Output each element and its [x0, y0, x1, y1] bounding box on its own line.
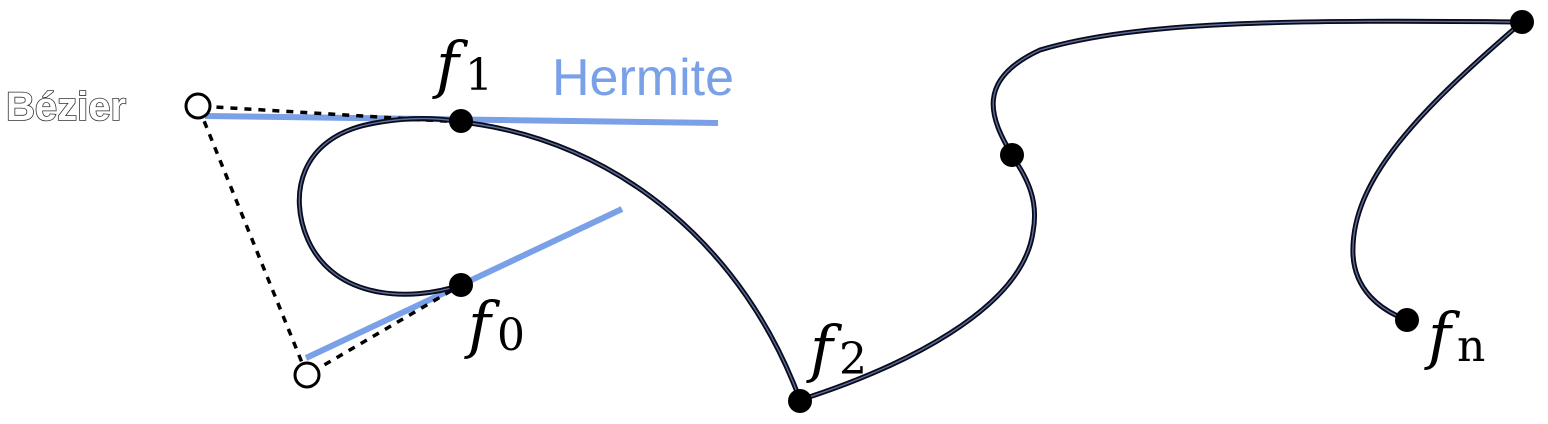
node-top-right: [1510, 10, 1534, 34]
node-f2: [788, 389, 812, 413]
node-mid: [1000, 143, 1024, 167]
bezier-control-polygon: [195, 104, 462, 378]
hermite-label: Hermite: [552, 49, 734, 107]
bezier-handle-top: [184, 92, 212, 120]
bezier-handle-bottom: [293, 361, 321, 389]
node-f0: [449, 273, 473, 297]
spline-curve: [296, 18, 1529, 404]
node-fn: [1395, 308, 1419, 332]
bezier-label: Bézier: [6, 85, 126, 129]
node-f1: [449, 109, 473, 133]
